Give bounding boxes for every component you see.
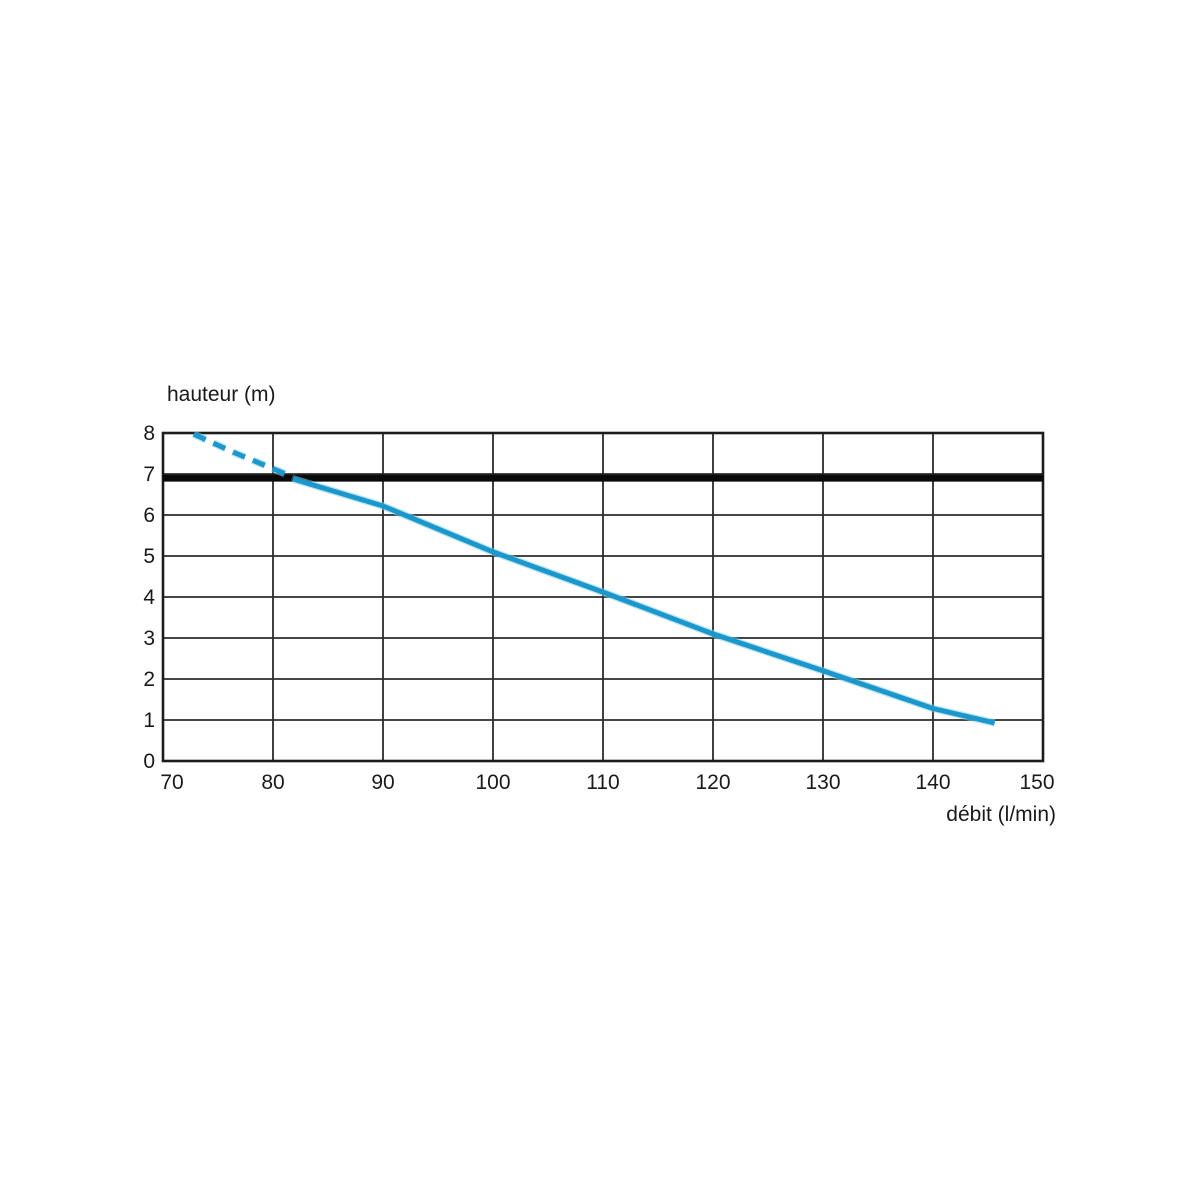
y-tick-label: 2 — [143, 668, 155, 691]
y-tick-label: 8 — [143, 422, 155, 445]
y-tick-label: 7 — [143, 463, 155, 486]
y-tick-label: 6 — [143, 504, 155, 527]
pump-curve-dashed-segment — [192, 431, 294, 480]
y-tick-label: 0 — [143, 750, 155, 773]
y-tick-label: 5 — [143, 545, 155, 568]
x-tick-label: 80 — [261, 771, 284, 794]
y-axis-title: hauteur (m) — [167, 383, 276, 406]
y-tick-label: 1 — [143, 709, 155, 732]
x-tick-label: 100 — [475, 771, 510, 794]
pump-curve-solid-segment — [292, 476, 996, 726]
x-tick-label: 130 — [805, 771, 840, 794]
x-tick-label: 120 — [695, 771, 730, 794]
y-tick-label: 4 — [143, 586, 155, 609]
x-tick-label: 150 — [1019, 771, 1054, 794]
x-tick-label: 140 — [915, 771, 950, 794]
x-axis-title: débit (l/min) — [946, 803, 1056, 826]
x-tick-label: 70 — [160, 771, 183, 794]
y-tick-label: 3 — [143, 627, 155, 650]
x-tick-label: 110 — [586, 771, 619, 794]
plot-border — [161, 431, 1045, 763]
x-tick-label: 90 — [371, 771, 394, 794]
